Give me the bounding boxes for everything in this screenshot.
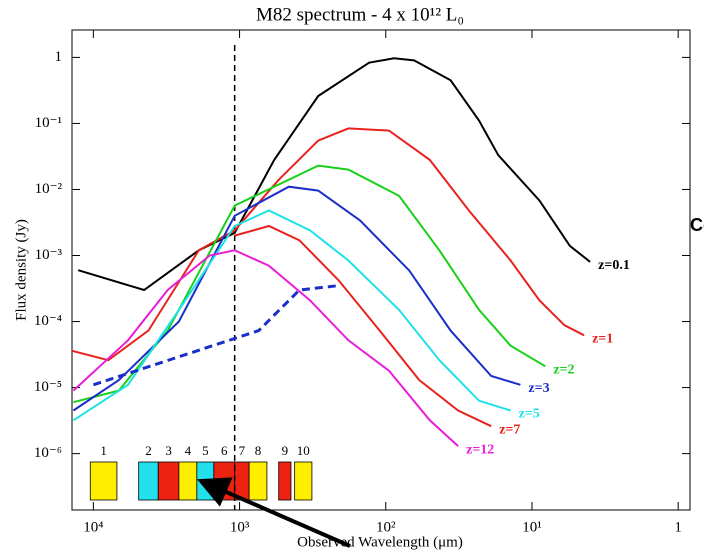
series-label: z=12 [466,442,494,457]
series-label: z=0.1 [598,258,630,273]
series-line [72,185,521,412]
plot-frame [71,29,691,511]
band-label: 3 [165,443,172,458]
series-line [92,284,339,387]
x-tick-label: 10¹ [522,519,542,535]
y-tick-label: 10⁻⁴ [34,313,62,329]
band-label: 4 [185,443,192,458]
pointer-arrow [197,477,351,548]
band-label: 1 [100,443,107,458]
band-label: 6 [221,443,228,458]
band-label: 8 [255,443,262,458]
x-tick-label: 10² [376,519,396,535]
y-tick-label: 10⁻³ [35,247,63,263]
y-tick-label: 10⁻⁶ [34,445,62,461]
band-label: 9 [282,443,289,458]
cover-box [97,55,222,75]
y-tick-label: 1 [55,49,63,65]
y-tick-label: 10⁻² [35,181,63,197]
series-line [77,57,591,292]
series-line [71,127,585,362]
band [196,461,215,501]
band [278,461,292,501]
series-label: z=2 [553,363,574,378]
series-label: z=1 [592,331,613,346]
band [234,461,250,501]
band-label: 2 [145,443,152,458]
y-axis-label: Flux density (Jy) [13,219,29,321]
series-line [72,249,459,447]
y-tick-label: 10⁻⁵ [34,379,62,395]
band [294,461,313,501]
side-text: Co [690,215,704,235]
x-tick-label: 10⁴ [83,519,103,535]
x-tick-label: 1 [674,519,682,535]
band [248,461,268,501]
band [138,461,159,501]
series-line [234,224,492,428]
band [157,461,180,501]
series-label: z=5 [519,407,540,422]
series-line [72,209,511,422]
series-label: z=3 [528,381,549,396]
chart-title: M82 spectrum - 4 x 10¹² L₀ [256,4,464,25]
y-tick-label: 10⁻¹ [35,115,62,131]
band-label: 5 [202,443,209,458]
band [89,461,118,501]
band [178,461,198,501]
x-tick-label: 10³ [230,519,250,535]
plot-layer: 10⁻⁶ 10⁻⁵ 10⁻⁴ 10⁻³ 10⁻² 10⁻¹ 1 10⁴ 10³ 10² 10¹ 1 1 2… [34,30,690,535]
band-label: 10 [297,443,310,458]
band-label: 7 [239,443,246,458]
series-label: z=7 [499,422,520,437]
x-axis-label: Observed Wavelength (μm) [297,534,463,550]
